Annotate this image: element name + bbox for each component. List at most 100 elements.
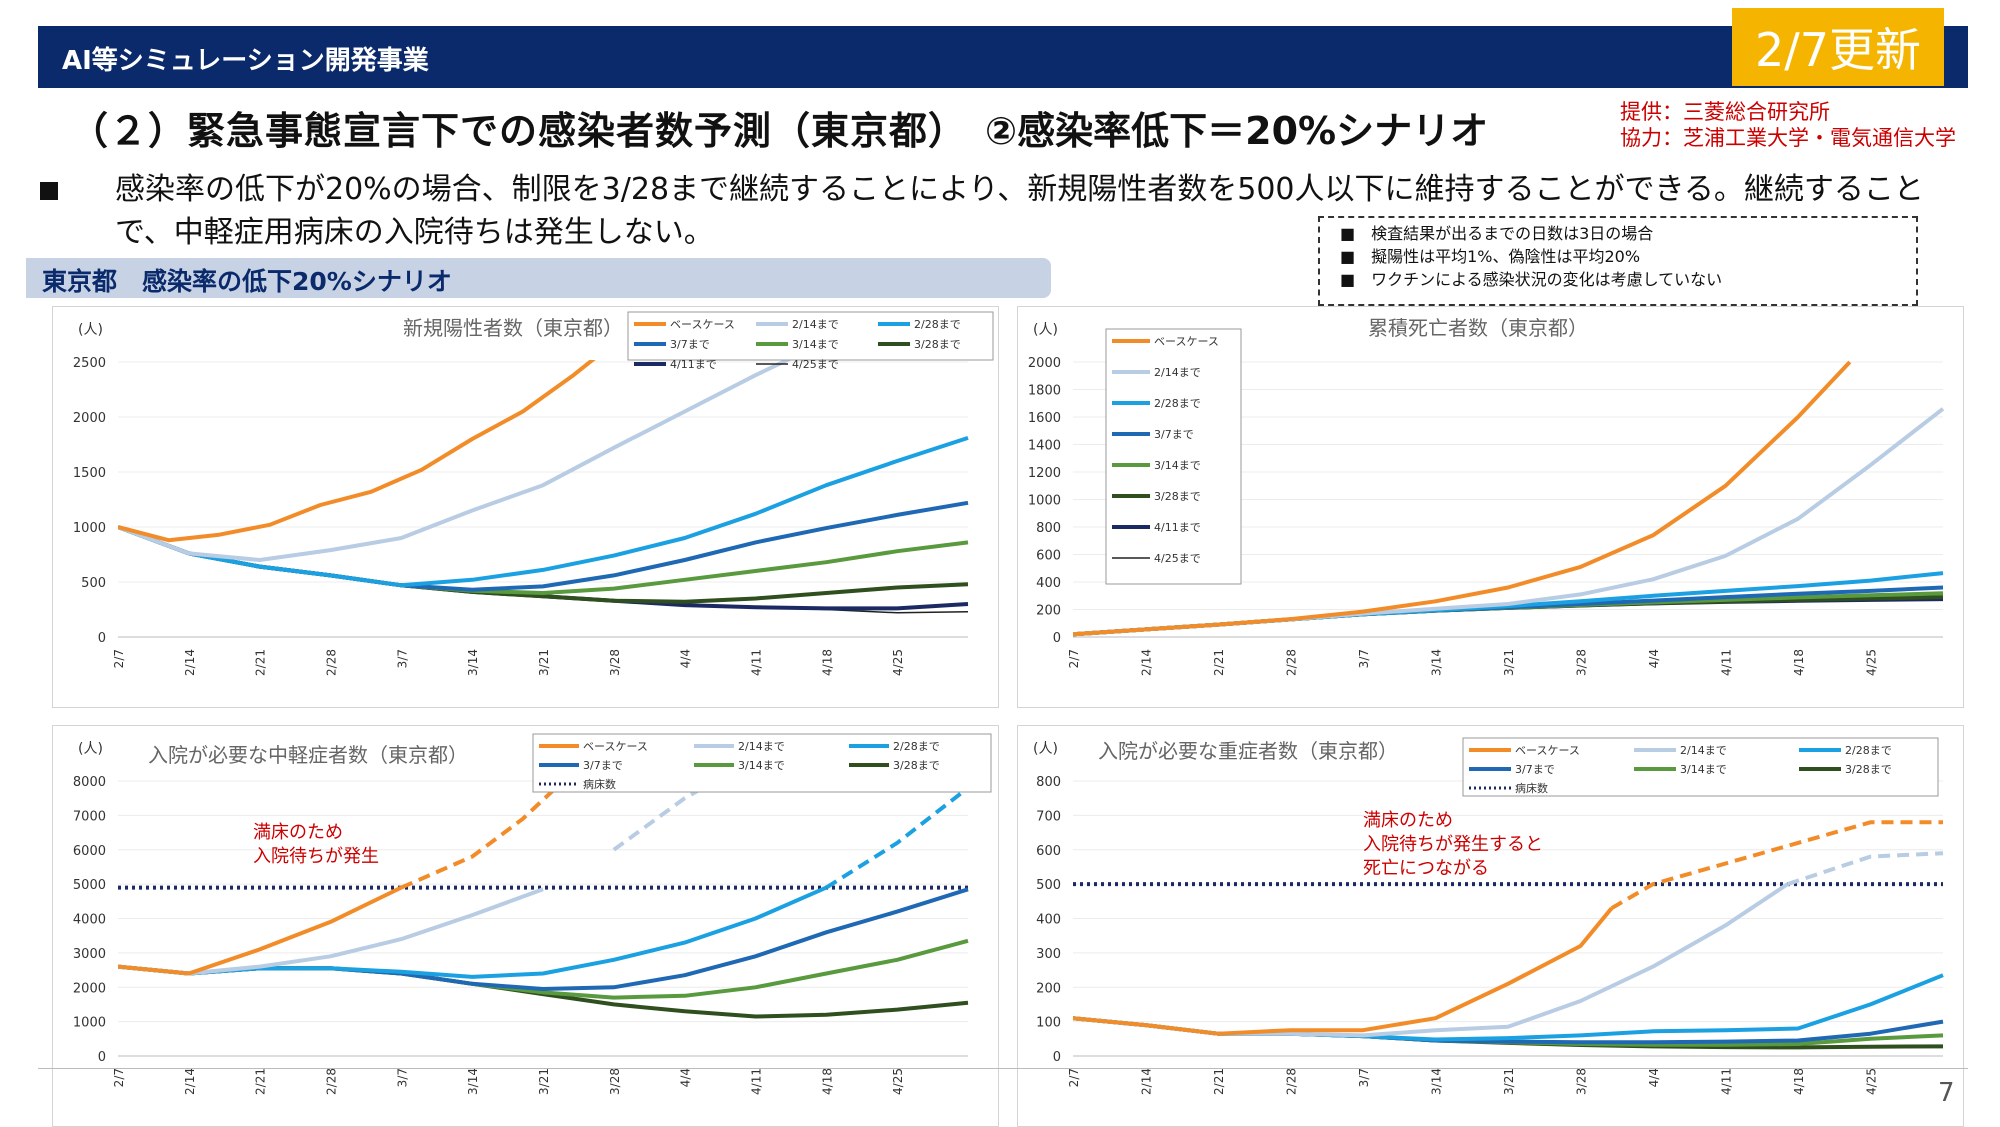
assumption-item: ■ 擬陽性は平均1%、偽陰性は平均20% <box>1340 247 1641 266</box>
legend-label: 3/7まで <box>670 338 710 351</box>
x-tick-label-group: 2/21 <box>1212 649 1226 676</box>
y-tick-label: 300 <box>1036 947 1061 962</box>
x-tick-label-group: 3/28 <box>1575 649 1589 676</box>
x-tick-label: 2/21 <box>1212 649 1226 676</box>
x-tick-label-group: 2/14 <box>1140 1068 1154 1095</box>
x-tick-label-group: 4/4 <box>1647 649 1661 668</box>
chart-title: 新規陽性者数（東京都） <box>403 316 623 340</box>
y-tick-label: 100 <box>1036 1016 1061 1031</box>
y-tick-label: 8000 <box>73 775 106 790</box>
bullet-marker <box>40 182 58 200</box>
y-tick-label: 1000 <box>73 521 106 536</box>
x-tick-label: 4/25 <box>1865 649 1879 676</box>
x-tick-label: 3/7 <box>1357 649 1371 668</box>
x-tick-label: 4/4 <box>679 1068 693 1087</box>
chart-mild-hospitalized: 入院が必要な中軽症者数（東京都） (人) 0 1000 2000 3000 4000 5000… <box>52 725 999 1127</box>
y-tick-label: 0 <box>98 1050 106 1065</box>
legend-label: 2/28まで <box>1154 397 1201 410</box>
x-tick-label-group: 2/21 <box>254 649 268 676</box>
x-tick-label-group: 4/25 <box>1865 649 1879 676</box>
y-tick-label: 5000 <box>73 878 106 893</box>
x-tick-label: 4/25 <box>1865 1068 1879 1095</box>
x-tick-label-group: 2/28 <box>1285 1068 1299 1095</box>
series-line-projected <box>825 786 970 890</box>
x-tick-label-group: 2/14 <box>183 649 197 676</box>
x-tick-label: 4/11 <box>750 1068 764 1095</box>
x-tick-label: 3/14 <box>1430 649 1444 676</box>
x-tick-label-group: 3/21 <box>1502 649 1516 676</box>
legend-label: 3/7まで <box>583 759 623 772</box>
chart-title: 累積死亡者数（東京都） <box>1368 316 1588 340</box>
chart-annotation: 入院待ちが発生 <box>253 846 379 867</box>
x-tick-label: 3/21 <box>537 649 551 676</box>
x-tick-label: 4/11 <box>1720 1068 1734 1095</box>
y-tick-label: 2000 <box>73 981 106 996</box>
y-tick-label: 0 <box>98 631 106 646</box>
x-tick-label-group: 4/18 <box>1792 1068 1806 1095</box>
x-tick-label-group: 2/7 <box>112 1068 126 1087</box>
y-tick-label: 200 <box>1036 981 1061 996</box>
y-tick-label: 1000 <box>1028 494 1061 509</box>
x-tick-label: 2/14 <box>1140 1068 1154 1095</box>
y-tick-label: 6000 <box>73 844 106 859</box>
legend-label: 4/11まで <box>1154 521 1201 534</box>
y-tick-label: 1400 <box>1028 439 1061 454</box>
legend-label: 病床数 <box>583 777 616 791</box>
x-tick-label-group: 4/18 <box>1792 649 1806 676</box>
chart-annotation: 入院待ちが発生すると <box>1363 834 1543 855</box>
x-tick-label-group: 4/18 <box>820 1068 834 1095</box>
section-tab-label: 東京都 感染率の低下20%シナリオ <box>42 267 452 296</box>
y-tick-label: 0 <box>1053 631 1061 646</box>
legend-label: 2/28まで <box>1845 744 1892 757</box>
series-line <box>118 360 792 562</box>
x-tick-label-group: 2/14 <box>1140 649 1154 676</box>
x-tick-label: 2/14 <box>183 1068 197 1095</box>
x-tick-label-group: 3/7 <box>1357 649 1371 668</box>
assumptions-box: ■ 検査結果が出るまでの日数は3日の場合 ■ 擬陽性は平均1%、偽陰性は平均20… <box>1318 216 1918 306</box>
x-tick-label: 2/21 <box>254 649 268 676</box>
x-tick-label-group: 3/14 <box>466 649 480 676</box>
series-line-projected <box>1610 820 1943 910</box>
x-tick-label-group: 3/7 <box>395 649 409 668</box>
x-tick-label: 3/28 <box>608 1068 622 1095</box>
legend-label: 4/25まで <box>1154 552 1201 565</box>
x-tick-label: 2/7 <box>112 649 126 668</box>
x-tick-label: 4/4 <box>679 649 693 668</box>
legend-label: ベースケース <box>583 740 648 753</box>
legend-label: ベースケース <box>1154 335 1219 348</box>
chart-annotation: 満床のため <box>1363 810 1453 831</box>
y-tick-label: 200 <box>1036 604 1061 619</box>
legend-box <box>532 733 992 793</box>
x-tick-label-group: 4/11 <box>750 1068 764 1095</box>
legend-label: 3/28まで <box>1154 490 1201 503</box>
page-heading: （２）緊急事態宣言下での感染者数予測（東京都） <box>70 109 968 153</box>
x-tick-label-group: 2/28 <box>325 649 339 676</box>
legend-label: 3/7まで <box>1515 763 1555 776</box>
x-tick-label: 3/28 <box>608 649 622 676</box>
series-line-projected <box>612 779 716 852</box>
x-tick-label: 2/28 <box>325 1068 339 1095</box>
y-tick-label: 400 <box>1036 913 1061 928</box>
x-tick-label: 2/7 <box>112 1068 126 1087</box>
assumption-item: ■ ワクチンによる感染状況の変化は考慮していない <box>1340 270 1723 289</box>
chart-cumulative-deaths-svg: 累積死亡者数（東京都） (人) 0 200 400 600 800 1000 1200 1400 1… <box>1028 316 1945 676</box>
y-tick-label: 600 <box>1036 549 1061 564</box>
x-tick-label-group: 2/21 <box>254 1068 268 1095</box>
legend-label: 3/14まで <box>1680 763 1727 776</box>
y-tick-label: 500 <box>81 576 106 591</box>
chart-new-cases-svg: 新規陽性者数（東京都） (人) 0 500 1000 1500 2000 2500 2/7 2/1… <box>73 311 994 676</box>
series-line <box>118 435 969 588</box>
y-axis-unit: (人) <box>78 741 103 757</box>
y-tick-label: 800 <box>1036 775 1061 790</box>
x-tick-label: 3/7 <box>395 1068 409 1087</box>
y-tick-label: 700 <box>1036 809 1061 824</box>
x-tick-label-group: 2/7 <box>112 649 126 668</box>
header-title: AI等シミュレーション開発事業 <box>62 46 429 76</box>
legend-label: 病床数 <box>1515 781 1548 795</box>
legend-box <box>627 311 994 361</box>
x-tick-label-group: 2/14 <box>183 1068 197 1095</box>
y-axis-unit: (人) <box>1033 741 1058 757</box>
x-tick-label: 4/18 <box>1792 1068 1806 1095</box>
x-tick-label: 4/18 <box>1792 649 1806 676</box>
legend-label: 2/14まで <box>738 740 785 753</box>
